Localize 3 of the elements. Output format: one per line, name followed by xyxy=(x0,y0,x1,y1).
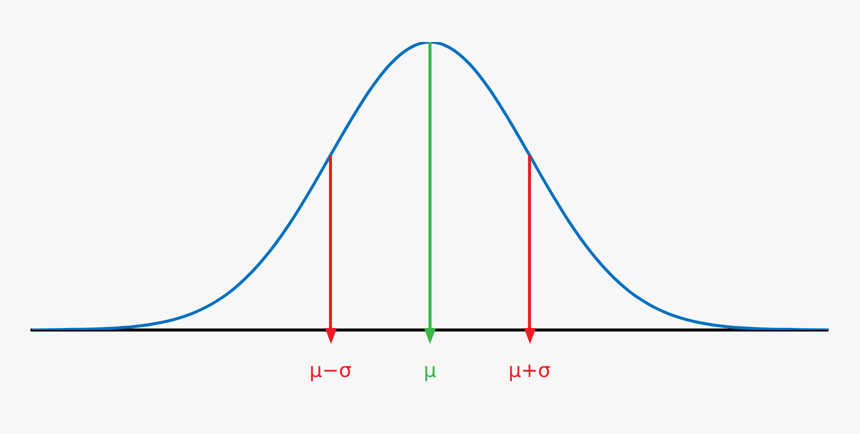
x-tick-label: μ xyxy=(424,358,437,382)
x-tick-label: μ−σ xyxy=(309,358,352,382)
x-tick-label: μ+σ xyxy=(508,358,551,382)
